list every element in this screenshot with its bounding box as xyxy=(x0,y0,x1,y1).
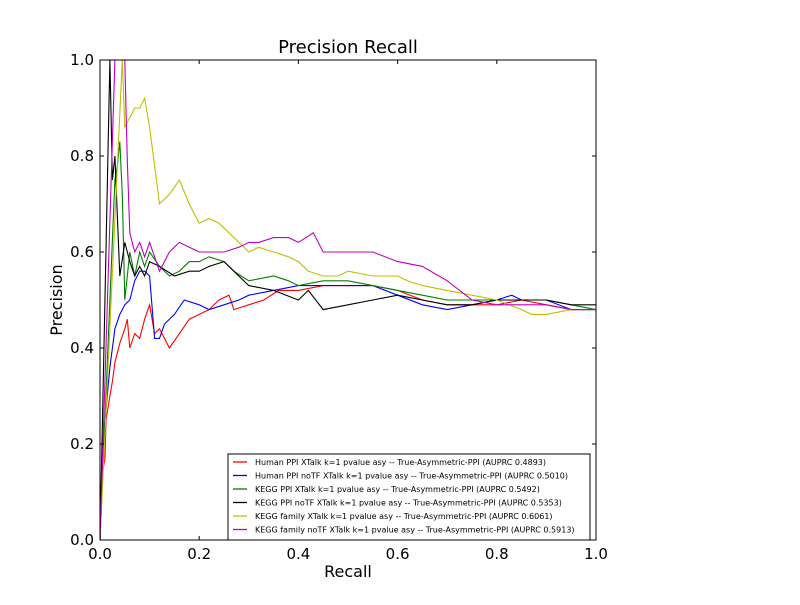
legend-label: Human PPI XTalk k=1 pvalue asy -- True-A… xyxy=(255,458,546,467)
y-tick-label: 1.0 xyxy=(70,51,94,69)
legend-label: KEGG family XTalk k=1 pvalue asy -- True… xyxy=(255,512,553,521)
legend-box xyxy=(227,453,591,541)
legend-label: KEGG PPI noTF XTalk k=1 pvalue asy -- Tr… xyxy=(255,499,562,508)
legend-label: KEGG PPI XTalk k=1 pvalue asy -- True-As… xyxy=(255,485,540,494)
x-tick-label: 0.6 xyxy=(386,545,410,563)
plot-area: 0.0 0.2 0.4 0.6 0.8 1.0 0.0 0.2 0.4 0.6 0.8 1.0 Huma… xyxy=(70,51,608,563)
series-line-3 xyxy=(100,141,596,540)
series-line-4 xyxy=(100,60,596,540)
legend-label: Human PPI noTF XTalk k=1 pvalue asy -- T… xyxy=(255,472,568,481)
series-line-6 xyxy=(100,60,596,540)
legend-label: KEGG family noTF XTalk k=1 pvalue asy --… xyxy=(255,526,575,535)
x-tick-label: 1.0 xyxy=(584,545,608,563)
x-tick-label: 0.0 xyxy=(88,545,112,563)
x-tick-label: 0.8 xyxy=(485,545,509,563)
x-tick-label: 0.4 xyxy=(286,545,310,563)
y-tick-label: 0.0 xyxy=(70,531,94,549)
x-axis-label: Recall xyxy=(324,562,372,581)
series-line-5 xyxy=(100,60,596,540)
chart-title: Precision Recall xyxy=(278,37,418,58)
series-lines xyxy=(100,60,596,540)
y-tick-label: 0.6 xyxy=(70,243,94,261)
x-tick-label: 0.2 xyxy=(187,545,211,563)
y-tick-label: 0.8 xyxy=(70,147,94,165)
y-tick-label: 0.2 xyxy=(70,435,94,453)
legend: Human PPI XTalk k=1 pvalue asy -- True-A… xyxy=(227,453,591,541)
y-axis-label: Precision xyxy=(47,264,66,335)
y-tick-label: 0.4 xyxy=(70,339,94,357)
